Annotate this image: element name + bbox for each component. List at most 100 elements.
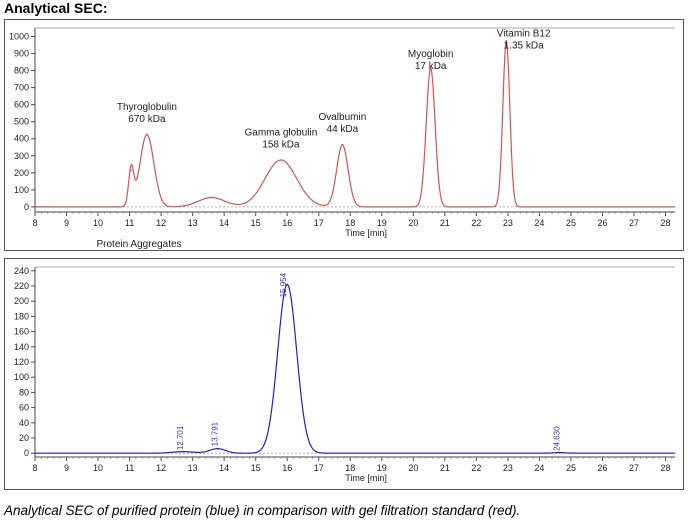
x-tick-label: 13 bbox=[188, 218, 198, 228]
x-tick-label: 17 bbox=[314, 463, 324, 473]
series-line-standard bbox=[35, 40, 675, 208]
y-tick-label: 0 bbox=[24, 202, 29, 212]
y-tick-label: 100 bbox=[14, 372, 29, 382]
x-tick-label: 25 bbox=[566, 218, 576, 228]
retention-time-label: 13.791 bbox=[211, 421, 220, 446]
peak-point bbox=[216, 447, 219, 450]
y-tick-label: 60 bbox=[19, 403, 29, 413]
x-tick-label: 15 bbox=[251, 218, 261, 228]
y-tick-label: 800 bbox=[14, 66, 29, 76]
peak-annotation: 158 kDa bbox=[262, 139, 300, 150]
y-tick-label: 900 bbox=[14, 49, 29, 59]
y-tick-label: 220 bbox=[14, 281, 29, 291]
x-tick-label: 10 bbox=[93, 218, 103, 228]
peak-point bbox=[182, 450, 184, 453]
x-tick-label: 12 bbox=[156, 218, 166, 228]
y-tick-label: 1000 bbox=[9, 32, 29, 42]
retention-time-label: 12.701 bbox=[176, 425, 185, 450]
x-tick-label: 25 bbox=[566, 463, 576, 473]
figure-caption: Analytical SEC of purified protein (blue… bbox=[4, 503, 521, 518]
peak-point bbox=[210, 196, 213, 199]
peak-annotation: 44 kDa bbox=[327, 124, 359, 135]
x-tick-label: 14 bbox=[219, 463, 229, 473]
x-tick-label: 27 bbox=[629, 218, 639, 228]
x-tick-label: 12 bbox=[156, 463, 166, 473]
y-tick-label: 40 bbox=[19, 418, 29, 428]
x-tick-label: 23 bbox=[503, 218, 513, 228]
x-tick-label: 21 bbox=[440, 463, 450, 473]
y-tick-label: 160 bbox=[14, 327, 29, 337]
y-tick-label: 700 bbox=[14, 83, 29, 93]
x-tick-label: 22 bbox=[471, 463, 481, 473]
y-tick-label: 120 bbox=[14, 357, 29, 367]
y-tick-label: 500 bbox=[14, 117, 29, 127]
x-tick-label: 24 bbox=[534, 463, 544, 473]
y-tick-label: 200 bbox=[14, 296, 29, 306]
y-tick-label: 300 bbox=[14, 151, 29, 161]
y-tick-label: 0 bbox=[24, 448, 29, 458]
x-tick-label: 11 bbox=[125, 218, 134, 228]
peak-point bbox=[130, 169, 132, 172]
y-tick-label: 240 bbox=[14, 266, 29, 276]
peak-annotation: Vitamin B12 bbox=[497, 29, 551, 40]
x-tick-label: 11 bbox=[125, 463, 134, 473]
standard-chart-panel: 0 100 200 300 400 500 600 700 800 900 1000 8 9 10 11 12… bbox=[4, 19, 684, 251]
x-tick-label: 20 bbox=[408, 463, 418, 473]
y-tick-label: 200 bbox=[14, 168, 29, 178]
x-tick-label: 19 bbox=[377, 218, 387, 228]
peak-annotation: 670 kDa bbox=[128, 114, 166, 125]
x-tick-label: 20 bbox=[408, 218, 418, 228]
x-tick-label: 18 bbox=[345, 218, 355, 228]
y-tick-label: 180 bbox=[14, 311, 29, 321]
peak-point bbox=[341, 143, 344, 146]
x-tick-label: 26 bbox=[597, 463, 607, 473]
x-tick-label: 8 bbox=[32, 463, 37, 473]
x-tick-label: 21 bbox=[440, 218, 450, 228]
x-tick-label: 14 bbox=[219, 218, 229, 228]
peak-annotation: Gamma globulin bbox=[245, 127, 318, 138]
y-tick-label: 600 bbox=[14, 100, 29, 110]
x-tick-label: 18 bbox=[345, 463, 355, 473]
x-tick-label: 16 bbox=[282, 218, 292, 228]
y-tick-label: 20 bbox=[19, 433, 29, 443]
x-tick-label: 19 bbox=[377, 463, 387, 473]
peak-point bbox=[146, 133, 148, 136]
peak-annotation: Myoglobin bbox=[408, 49, 454, 60]
x-tick-label: 13 bbox=[188, 463, 198, 473]
series-line-protein bbox=[35, 283, 675, 454]
x-tick-label: 9 bbox=[64, 463, 69, 473]
y-tick-label: 100 bbox=[14, 185, 29, 195]
peak-annotation: 1.35 kDa bbox=[504, 41, 544, 52]
x-tick-label: 26 bbox=[597, 218, 607, 228]
peak-annotation: Protein Aggregates bbox=[97, 239, 182, 250]
peak-annotation: 17 kDa bbox=[415, 61, 447, 72]
peak-point bbox=[429, 67, 432, 69]
protein-chromatogram-chart: 0 20 40 60 80 100 120 140 160 180 200 220 240 8 9 10 11 1… bbox=[14, 266, 675, 483]
x-axis-label: Time [min] bbox=[345, 473, 387, 483]
x-tick-label: 9 bbox=[64, 218, 69, 228]
y-tick-label: 80 bbox=[19, 387, 29, 397]
x-tick-label: 8 bbox=[32, 218, 37, 228]
retention-time-label: 24.630 bbox=[552, 426, 561, 451]
x-tick-label: 15 bbox=[251, 463, 261, 473]
peak-annotation: Thyroglobulin bbox=[117, 102, 177, 113]
protein-chart-panel: 0 20 40 60 80 100 120 140 160 180 200 220 240 8 9 10 11 1… bbox=[4, 258, 684, 490]
x-tick-label: 28 bbox=[661, 218, 671, 228]
peak-point bbox=[558, 451, 561, 454]
y-tick-label: 140 bbox=[14, 342, 29, 352]
retention-time-label: 15.954 bbox=[279, 272, 288, 297]
x-tick-label: 27 bbox=[629, 463, 639, 473]
y-tick-label: 400 bbox=[14, 134, 29, 144]
peak-point bbox=[286, 283, 289, 286]
page-heading: Analytical SEC: bbox=[4, 0, 108, 16]
x-tick-label: 22 bbox=[471, 218, 481, 228]
x-tick-label: 17 bbox=[314, 218, 324, 228]
peak-point bbox=[280, 159, 282, 161]
peak-point bbox=[505, 39, 508, 42]
standard-chromatogram-chart: 0 100 200 300 400 500 600 700 800 900 1000 8 9 10 11 12… bbox=[9, 27, 675, 250]
peak-annotation: Ovalbumin bbox=[318, 112, 366, 123]
x-tick-label: 28 bbox=[661, 463, 671, 473]
x-axis-label: Time [min] bbox=[345, 228, 387, 238]
x-tick-label: 24 bbox=[534, 218, 544, 228]
x-tick-label: 10 bbox=[93, 463, 103, 473]
